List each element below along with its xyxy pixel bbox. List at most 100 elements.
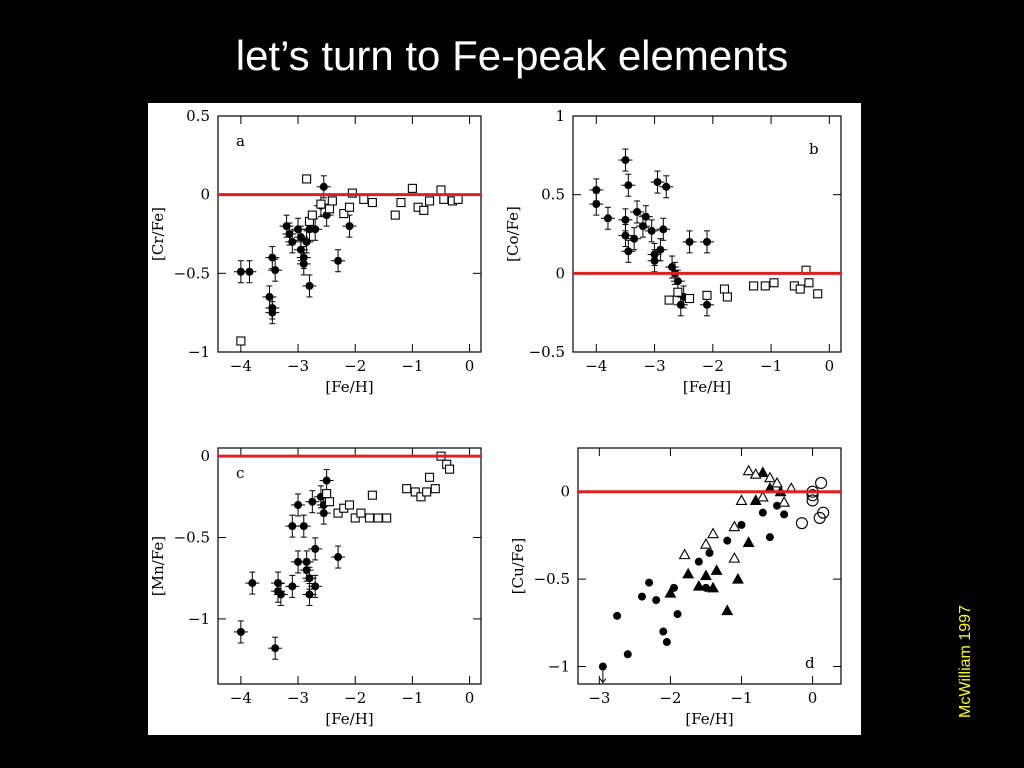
y-tick-label: 0 (200, 186, 210, 204)
data-point (668, 263, 677, 272)
data-point (621, 156, 630, 165)
x-tick-label: −3 (287, 689, 309, 707)
data-point (624, 181, 633, 190)
data-point (703, 237, 711, 246)
series-open-square (664, 265, 823, 305)
plot-frame (217, 115, 482, 353)
panel-letter: d (805, 654, 815, 672)
upper-limit-arrowhead (599, 678, 607, 684)
x-axis-label: [Fe/H] (683, 378, 731, 396)
data-point (319, 509, 328, 518)
data-point (815, 476, 828, 490)
data-point (702, 290, 712, 300)
data-point (756, 466, 769, 478)
panel-c: −4 −3 −2 −1 0 −1 −0.5 0 [Fe/H] [Mn/Fe] c (149, 447, 482, 728)
data-point (248, 579, 257, 588)
data-point (236, 627, 245, 636)
data-point (652, 596, 661, 605)
data-point (647, 226, 656, 235)
data-point (598, 662, 607, 671)
data-point (673, 277, 682, 286)
data-point (659, 225, 668, 234)
data-point (673, 610, 682, 619)
data-point (694, 557, 703, 566)
x-tick-label: −2 (344, 689, 366, 707)
y-tick-label: 0.5 (541, 186, 565, 204)
data-point (765, 533, 774, 542)
data-point (373, 513, 383, 523)
data-point (276, 590, 285, 599)
x-tick-label: −2 (659, 689, 681, 707)
data-point (339, 208, 349, 219)
data-point (294, 500, 303, 509)
y-tick-label: −1 (188, 343, 210, 361)
data-point (333, 508, 343, 518)
x-tick-label: −4 (230, 357, 252, 375)
data-point (719, 284, 730, 294)
data-point (422, 487, 432, 497)
data-point (673, 287, 683, 297)
data-point (367, 490, 377, 500)
series-filled-circle (589, 148, 714, 317)
data-point (656, 245, 665, 254)
data-point (390, 210, 400, 220)
data-point (806, 494, 819, 507)
data-point (742, 464, 755, 476)
data-point (322, 476, 331, 485)
data-point (633, 207, 642, 216)
data-point (707, 527, 719, 539)
data-point (749, 281, 759, 291)
data-point (603, 214, 612, 223)
data-point (769, 278, 779, 288)
y-tick-label: −0.5 (174, 264, 210, 282)
data-point (324, 497, 335, 507)
data-point (356, 508, 366, 518)
y-tick-label: −0.5 (174, 529, 210, 547)
plot-frame (217, 447, 482, 685)
x-tick-label: −1 (730, 689, 752, 707)
data-point (345, 222, 354, 231)
data-point (271, 266, 280, 275)
series-filled-circle (233, 469, 346, 660)
data-point (299, 259, 308, 268)
x-tick-label: 0 (825, 357, 835, 375)
data-point (402, 484, 412, 494)
data-point (344, 202, 355, 212)
data-point (305, 590, 314, 599)
panel-d: −3 −2 −1 0 −1 −0.5 0 [Fe/H] [Cu/Fe] d (509, 447, 842, 728)
data-point (324, 204, 335, 214)
data-point (359, 194, 369, 204)
data-point (710, 564, 723, 575)
x-tick-label: −4 (585, 357, 607, 375)
data-point (334, 256, 343, 265)
x-axis-label: [Fe/H] (685, 710, 733, 728)
chart-figure: −4 −3 −2 −1 0−1−0.500.5[Fe/H][Cr/Fe]a−4 −3 −2−… (149, 107, 842, 728)
x-tick-label: 0 (808, 689, 818, 707)
data-point (307, 210, 317, 220)
data-point (288, 582, 297, 591)
data-point (302, 566, 311, 575)
panel-b: −4 −3 −2 −1 0 −0.5 0 0.5 1 [Fe/H] [Co/Fe] b (504, 107, 842, 396)
data-point (282, 222, 291, 231)
data-point (350, 513, 360, 523)
data-point (664, 586, 677, 598)
series-open-square (322, 451, 455, 523)
data-point (817, 506, 830, 519)
data-point (705, 548, 714, 557)
data-point (424, 472, 435, 482)
data-point (795, 517, 808, 530)
data-point (271, 644, 280, 653)
data-point (684, 293, 695, 304)
data-point (763, 471, 776, 483)
data-point (758, 508, 767, 517)
data-point (676, 300, 685, 309)
x-tick-label: −4 (230, 689, 252, 707)
y-tick-label: −1 (548, 658, 570, 676)
y-axis-label: [Cr/Fe] (149, 207, 167, 261)
data-point (424, 196, 435, 206)
data-point (347, 188, 357, 198)
data-point (322, 489, 332, 499)
data-point (749, 468, 762, 479)
data-point (737, 520, 746, 529)
x-tick-label: −3 (644, 357, 666, 375)
